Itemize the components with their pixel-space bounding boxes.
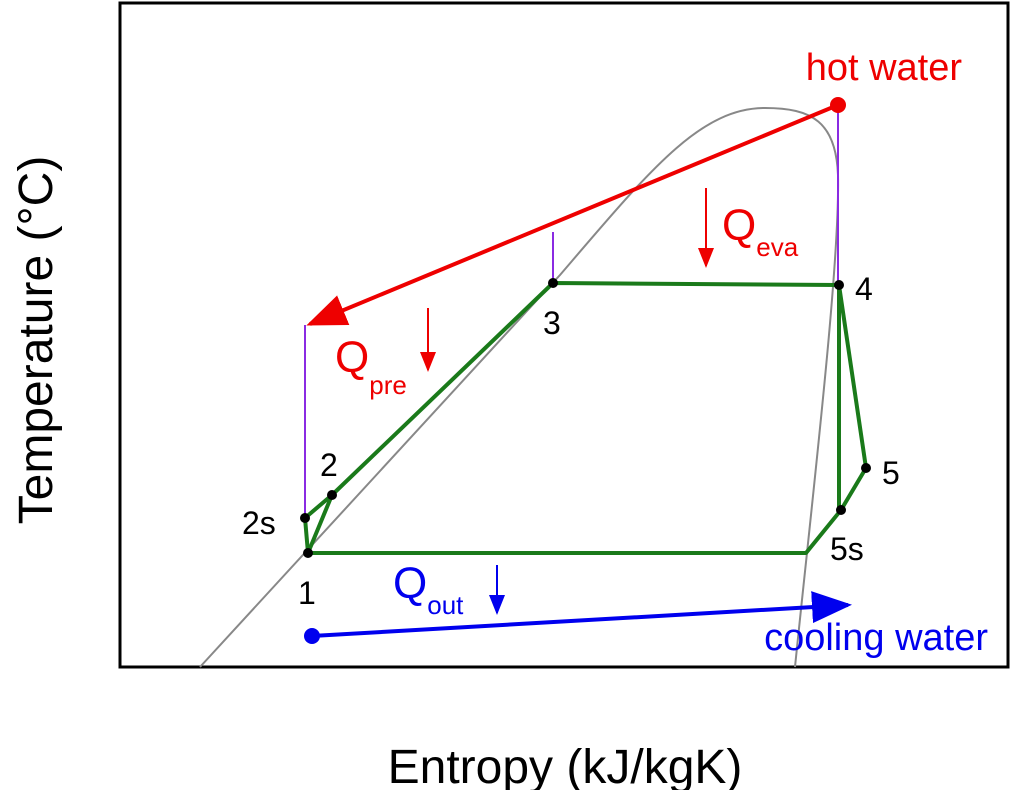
saturation-dome (199, 106, 840, 668)
point-label: 5 (882, 455, 900, 491)
x-axis-label: Entropy (kJ/kgK) (388, 741, 743, 790)
heat-flow-label: Qeva (722, 201, 799, 262)
point-label: 1 (298, 575, 316, 611)
hot-water-label: hot water (806, 47, 963, 89)
heat-flow-label: Qout (393, 559, 464, 620)
y-axis-label: Temperature (°C) (10, 156, 63, 525)
vertical-guides (304, 105, 839, 518)
hot-water-dot (830, 97, 846, 113)
cooling-water-label: cooling water (764, 617, 988, 659)
state-dots (300, 278, 871, 558)
point-label: 5s (830, 531, 864, 567)
hot-water-arrow (306, 103, 839, 326)
point-label: 2 (320, 447, 338, 483)
point-label: 4 (855, 271, 873, 307)
cooling-water-dot (304, 628, 320, 644)
plot-frame (118, 1, 1010, 669)
point-label: 2s (242, 505, 276, 541)
cycle (303, 281, 868, 555)
point-label: 3 (543, 305, 561, 341)
heat-flow-label: Qpre (335, 333, 407, 400)
cooling-water-arrow (311, 591, 852, 638)
